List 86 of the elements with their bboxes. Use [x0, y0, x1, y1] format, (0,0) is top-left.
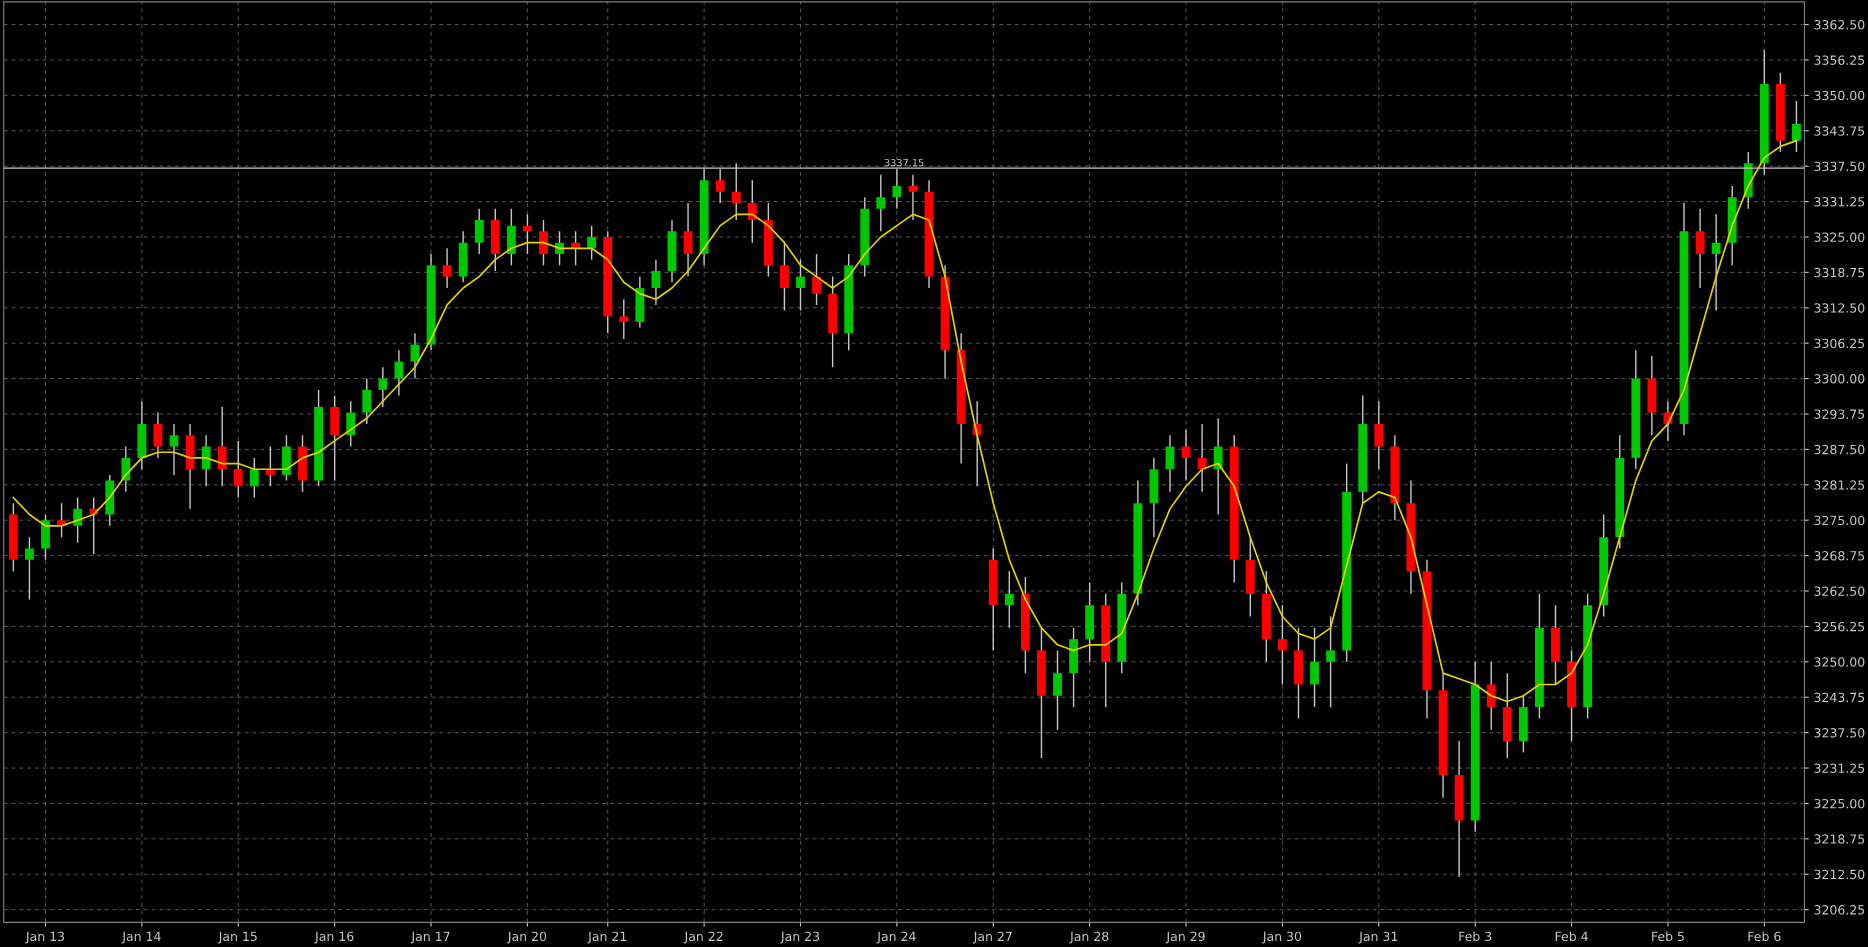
x-tick-label: Jan 24: [876, 931, 916, 944]
candlestick: [73, 496, 83, 544]
candlestick: [1278, 604, 1287, 686]
x-tick-label: Jan 16: [314, 931, 354, 944]
candlestick: [233, 440, 243, 499]
x-tick-label: Jan 15: [218, 931, 257, 944]
candlestick: [908, 173, 918, 221]
candlestick: [1326, 615, 1336, 708]
candlestick: [1004, 570, 1014, 629]
y-tick-label: 3243.75: [1814, 692, 1865, 703]
y-tick-label: 3300.00: [1814, 374, 1865, 384]
candlestick: [1711, 213, 1721, 312]
candlestick: [1695, 207, 1705, 289]
candlestick: [587, 224, 597, 261]
candlestick: [812, 253, 821, 306]
y-tick-label: 3318.75: [1814, 267, 1865, 278]
x-tick-label: Jan 17: [410, 931, 450, 944]
candlestick: [394, 349, 404, 397]
y-tick-label: 3275.00: [1814, 515, 1865, 526]
candlestick: [121, 445, 131, 493]
x-tick-label: Jan 21: [587, 931, 627, 944]
ref-line-label: 3337.15: [884, 158, 924, 167]
candlestick: [362, 377, 372, 425]
candlestick: [523, 213, 532, 255]
y-tick-label: 3331.25: [1814, 197, 1865, 207]
candlestick: [346, 400, 356, 448]
candlestick: [442, 247, 452, 289]
candlestick: [378, 366, 388, 408]
candlestick: [780, 241, 789, 312]
y-tick-label: 3306.25: [1814, 338, 1865, 349]
y-tick-label: 3237.50: [1814, 728, 1865, 738]
candlestick: [1310, 627, 1319, 708]
y-tick-label: 3343.75: [1814, 126, 1865, 136]
x-tick-label: Jan 14: [121, 931, 161, 944]
candlestick: [249, 457, 259, 499]
y-tick-label: 3268.75: [1814, 551, 1865, 561]
candlestick: [1213, 417, 1223, 516]
y-tick-label: 3281.25: [1814, 480, 1865, 490]
y-tick-label: 3250.00: [1814, 657, 1865, 667]
candlestick: [651, 258, 661, 306]
x-tick-label: Jan 23: [780, 931, 820, 944]
y-tick-label: 3256.25: [1814, 621, 1865, 632]
candlestick: [876, 173, 886, 233]
y-tick-label: 3231.25: [1814, 763, 1865, 773]
candlestick: [796, 258, 805, 312]
y-tick-label: 3293.75: [1814, 409, 1865, 419]
y-tick-label: 3312.50: [1814, 303, 1865, 313]
candlestick: [201, 434, 211, 487]
candlestick: [1486, 661, 1496, 731]
candlestick: [619, 298, 629, 340]
candlestick: [1792, 100, 1801, 153]
y-tick-label: 3325.00: [1814, 232, 1865, 242]
candlestick: [683, 202, 693, 278]
y-tick-label: 3337.50: [1814, 161, 1865, 172]
candlestick: [1374, 400, 1384, 470]
x-tick-label: Jan 29: [1165, 931, 1205, 944]
x-tick-label: Jan 13: [25, 931, 65, 944]
x-tick-label: Jan 27: [973, 931, 1012, 944]
candlestick: [169, 423, 179, 476]
candlestick: [217, 406, 227, 487]
x-tick-label: Jan 31: [1358, 931, 1398, 944]
x-tick-label: Jan 22: [683, 931, 723, 944]
y-tick-label: 3218.75: [1814, 834, 1865, 844]
candlestick: [539, 219, 548, 266]
candlestick: [265, 445, 275, 487]
y-tick-label: 3362.50: [1814, 20, 1865, 30]
x-tick-label: Feb 3: [1459, 931, 1492, 942]
candlestick: [25, 536, 34, 601]
candlestick: [747, 179, 757, 244]
x-tick-label: Jan 28: [1069, 931, 1109, 944]
x-tick-label: Feb 4: [1555, 931, 1588, 942]
y-tick-label: 3225.00: [1814, 798, 1865, 809]
x-tick-label: Jan 30: [1262, 931, 1302, 944]
y-tick-label: 3356.25: [1814, 55, 1865, 65]
y-tick-label: 3262.50: [1814, 586, 1865, 596]
candlestick: [1053, 649, 1062, 731]
x-tick-label: Feb 5: [1652, 931, 1684, 942]
candlestick: [1197, 423, 1207, 493]
y-tick-label: 3287.50: [1814, 444, 1865, 455]
y-tick-label: 3350.00: [1814, 90, 1865, 101]
x-tick-label: Feb 6: [1748, 931, 1781, 942]
candlestick: [153, 411, 163, 459]
x-tick-label: Jan 20: [507, 931, 547, 944]
y-tick-label: 3212.50: [1814, 869, 1865, 880]
y-tick-label: 3206.25: [1814, 905, 1865, 915]
candlestick: [474, 207, 484, 255]
